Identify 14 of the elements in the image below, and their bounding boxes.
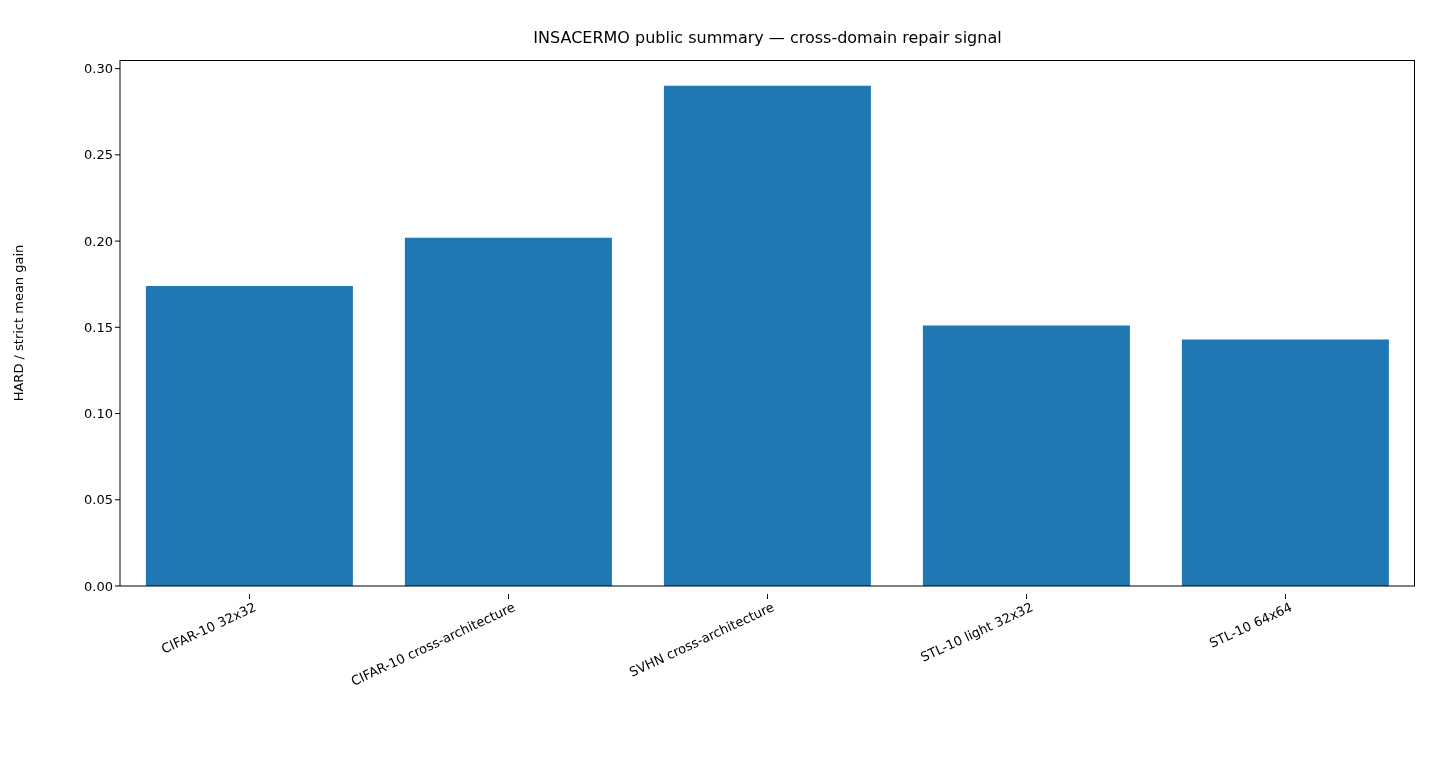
bar bbox=[1181, 339, 1389, 586]
bar bbox=[404, 237, 612, 586]
y-tick-label: 0.05 bbox=[84, 492, 113, 508]
y-tick-label: 0.15 bbox=[84, 319, 113, 335]
y-tick-label: 0.00 bbox=[84, 578, 113, 594]
bar bbox=[922, 325, 1130, 586]
bar bbox=[663, 85, 871, 586]
chart-title: INSACERMO public summary — cross-domain repair signal bbox=[532, 28, 1003, 47]
y-tick-label: 0.20 bbox=[84, 233, 113, 249]
y-tick-label: 0.10 bbox=[84, 406, 113, 422]
y-tick-label: 0.25 bbox=[84, 147, 113, 163]
bar bbox=[145, 285, 353, 586]
y-axis-title: HARD / strict mean gain bbox=[10, 244, 26, 402]
y-tick-label: 0.30 bbox=[84, 61, 113, 77]
